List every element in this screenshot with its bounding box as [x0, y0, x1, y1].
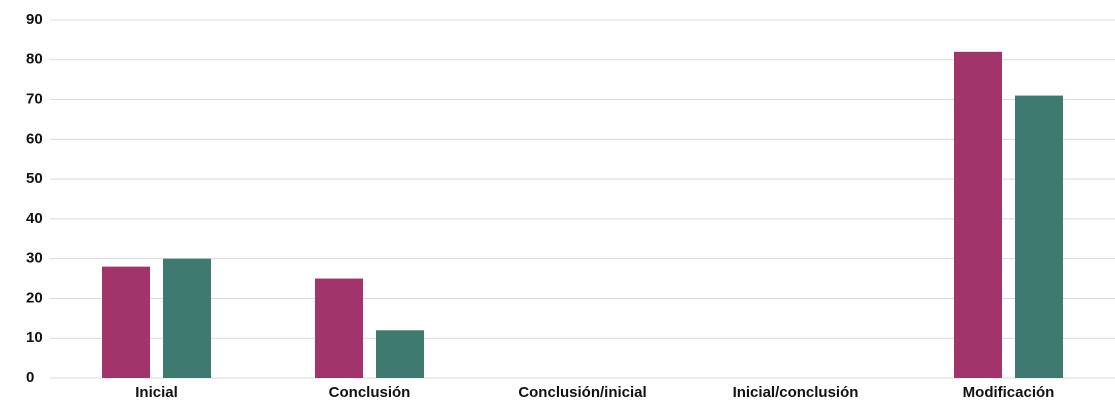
y-tick-label: 0 — [26, 369, 34, 386]
bar — [315, 278, 363, 378]
bar — [376, 330, 424, 378]
y-tick-label: 10 — [26, 329, 43, 346]
x-tick-label: Conclusión — [329, 384, 411, 401]
x-tick-label: Modificación — [963, 384, 1055, 401]
x-tick-label: Inicial — [135, 384, 178, 401]
y-tick-label: 40 — [26, 210, 43, 227]
bar — [102, 266, 150, 378]
y-tick-label: 50 — [26, 170, 43, 187]
y-tick-label: 70 — [26, 91, 43, 108]
x-tick-label: Inicial/conclusión — [733, 384, 859, 401]
y-tick-label: 30 — [26, 250, 43, 267]
y-tick-label: 20 — [26, 289, 43, 306]
bar — [954, 51, 1002, 378]
y-tick-label: 90 — [26, 11, 43, 28]
bar — [1015, 95, 1063, 379]
y-tick-label: 60 — [26, 130, 43, 147]
x-tick-label: Conclusión/inicial — [518, 384, 646, 401]
bar — [163, 258, 211, 378]
y-tick-label: 80 — [26, 51, 43, 68]
